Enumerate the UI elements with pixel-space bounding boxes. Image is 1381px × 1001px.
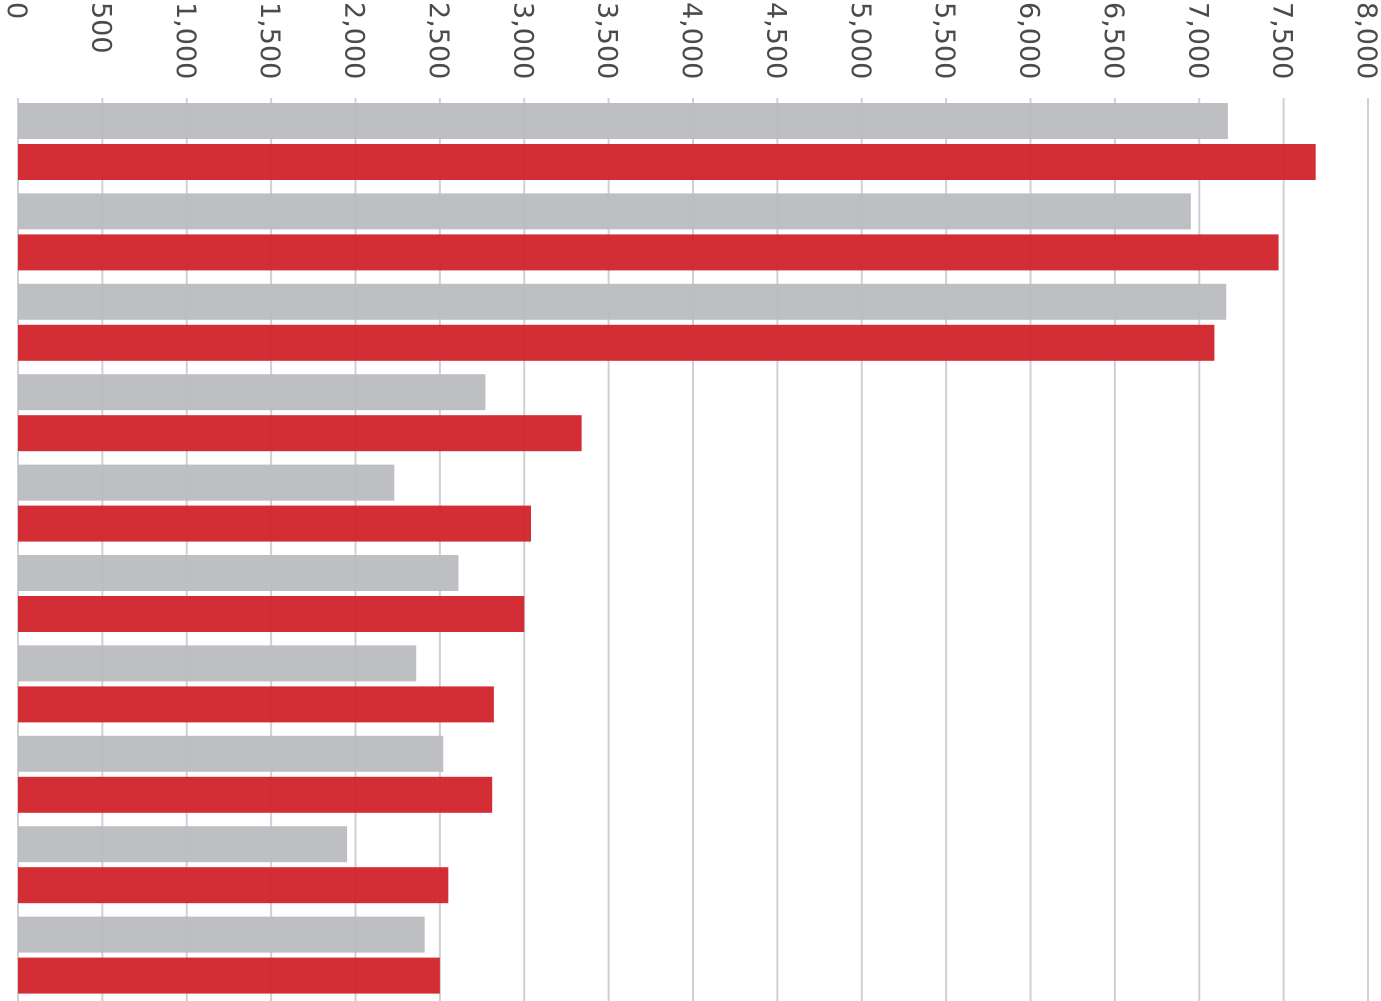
bar-series2-5 [18, 505, 531, 542]
x-tick-label-0: 0 [1, 2, 32, 19]
bar-series2-7 [18, 686, 494, 723]
bar-series1-9 [18, 826, 348, 863]
x-tick-label-4: 2,000 [339, 2, 370, 79]
x-tick-label-6: 3,000 [507, 2, 538, 79]
x-tick-label-10: 5,000 [845, 2, 876, 79]
x-tick-label-8: 4,000 [676, 2, 707, 79]
bar-series2-10 [18, 957, 440, 994]
bar-series2-1 [18, 144, 1316, 180]
x-tick-label-5: 2,500 [423, 2, 454, 79]
bar-series1-3 [18, 283, 1227, 320]
x-tick-label-1: 500 [85, 2, 116, 54]
x-tick-label-12: 6,000 [1014, 2, 1045, 79]
bar-series1-10 [18, 916, 425, 953]
x-tick-label-16: 8,000 [1351, 2, 1381, 79]
x-tick-label-3: 1,500 [254, 2, 285, 79]
x-tick-label-13: 6,500 [1098, 2, 1129, 79]
bar-series1-6 [18, 555, 459, 591]
bar-series1-2 [18, 193, 1191, 230]
bar-series1-1 [18, 103, 1228, 139]
bar-series2-4 [18, 415, 582, 452]
bars [18, 103, 1316, 994]
x-tick-label-14: 7,000 [1182, 2, 1213, 79]
bar-series1-8 [18, 735, 444, 772]
bar-series2-6 [18, 596, 525, 632]
bar-series2-9 [18, 867, 449, 904]
x-tick-label-15: 7,500 [1267, 2, 1298, 79]
x-axis-ticks: 0 500 1,000 1,500 2,000 2,500 3,000 3,500 4,000 4… [1, 2, 1381, 79]
bar-series1-7 [18, 645, 417, 682]
bar-series1-4 [18, 374, 486, 411]
bar-series2-3 [18, 324, 1215, 361]
bar-series1-5 [18, 464, 395, 501]
x-tick-label-11: 5,500 [929, 2, 960, 79]
gridlines [17, 98, 1369, 1001]
bar-series2-8 [18, 776, 493, 813]
x-tick-label-9: 4,500 [760, 2, 791, 79]
x-tick-label-2: 1,000 [170, 2, 201, 79]
x-tick-label-7: 3,500 [592, 2, 623, 79]
bar-series2-2 [18, 234, 1279, 271]
